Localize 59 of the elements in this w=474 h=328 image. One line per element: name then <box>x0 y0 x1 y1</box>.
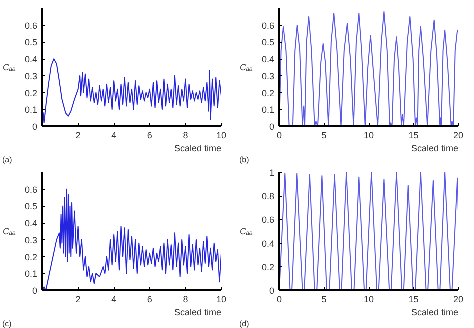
y-tick-label: 0 <box>32 286 38 296</box>
x-axis-title: Scaled time <box>411 308 459 318</box>
y-tick-label: 0.3 <box>24 235 38 246</box>
y-tick-label: 0.6 <box>24 20 38 31</box>
y-tick-label: 1 <box>269 168 275 178</box>
text: (c) <box>2 320 12 328</box>
text: (b) <box>240 156 250 164</box>
text: (d) <box>240 320 250 328</box>
y-tick-label: 0.1 <box>24 269 38 280</box>
y-axis-title: Cₐₐ <box>240 62 253 72</box>
y-tick-label: 0.4 <box>24 54 38 65</box>
x-tick-label: 20 <box>453 294 464 304</box>
y-axis-title: Cₐₐ <box>3 226 16 236</box>
y-tick-label: 0.6 <box>262 215 275 226</box>
y-tick-label: 0.2 <box>262 88 275 98</box>
y-tick-label: 0.6 <box>24 184 38 195</box>
x-axis-title: Scaled time <box>174 308 222 318</box>
text: (a) <box>2 156 13 164</box>
x-tick-label: 0 <box>276 130 282 140</box>
y-tick-label: 0.2 <box>24 252 38 262</box>
x-tick-label: 8 <box>183 294 188 304</box>
y-tick-label: 0.4 <box>262 238 275 249</box>
x-tick-label: 15 <box>408 130 419 140</box>
y-tick-label: 0 <box>32 122 38 132</box>
y-tick-label: 0.5 <box>24 38 38 48</box>
x-tick-label: 15 <box>408 294 419 304</box>
x-tick-label: 5 <box>322 130 327 140</box>
y-tick-label: 0.1 <box>262 105 275 116</box>
x-tick-label: 8 <box>183 130 188 140</box>
y-tick-label: 0.4 <box>262 54 275 65</box>
y-tick-label: 0.2 <box>24 88 38 98</box>
y-tick-label: 0.1 <box>24 105 38 116</box>
x-tick-label: 10 <box>216 294 227 304</box>
y-tick-label: 0.2 <box>262 262 275 272</box>
x-tick-label: 0 <box>276 294 282 304</box>
x-tick-label: 10 <box>216 130 227 140</box>
y-axis-title: Cₐₐ <box>3 62 16 72</box>
y-tick-label: 0 <box>269 122 275 132</box>
y-tick-label: 0.8 <box>262 192 275 202</box>
x-tick-label: 20 <box>453 130 464 140</box>
y-tick-label: 0.3 <box>262 71 275 82</box>
x-tick-label: 10 <box>364 294 374 304</box>
y-tick-label: 0.6 <box>262 20 275 31</box>
y-axis-title: Cₐₐ <box>240 226 253 236</box>
y-tick-label: 0 <box>269 286 275 296</box>
x-tick-label: 2 <box>76 130 81 140</box>
x-axis-title: Scaled time <box>174 144 222 154</box>
x-tick-label: 4 <box>112 130 117 140</box>
y-tick-label: 0.3 <box>24 71 38 82</box>
y-tick-label: 0.5 <box>24 202 38 212</box>
y-tick-label: 0.4 <box>24 218 38 229</box>
x-tick-label: 6 <box>147 130 152 140</box>
x-tick-label: 4 <box>112 294 117 304</box>
x-tick-label: 6 <box>147 294 152 304</box>
x-tick-label: 5 <box>322 294 327 304</box>
x-tick-label: 10 <box>364 130 374 140</box>
y-tick-label: 0.5 <box>262 38 275 48</box>
x-axis-title: Scaled time <box>411 144 459 154</box>
x-tick-label: 2 <box>76 294 81 304</box>
